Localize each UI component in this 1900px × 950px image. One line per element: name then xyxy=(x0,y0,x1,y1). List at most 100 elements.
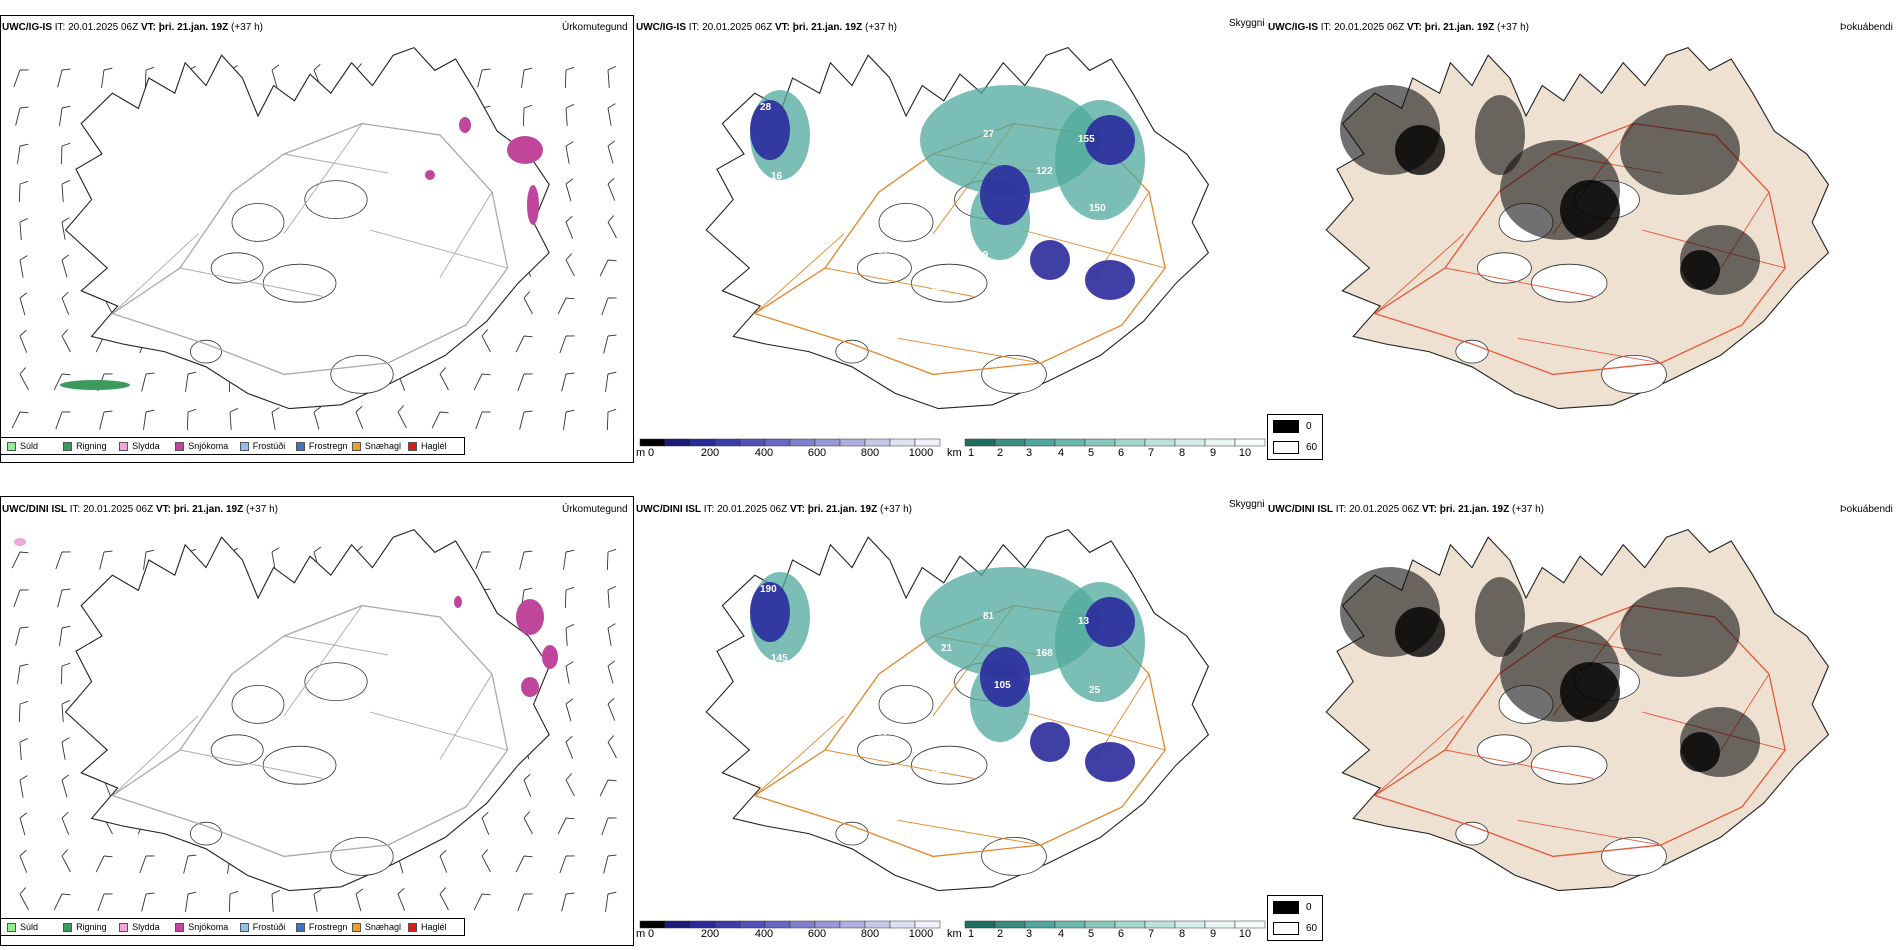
barb-flag xyxy=(61,291,69,299)
glacier-outline xyxy=(262,263,337,303)
barb-staff xyxy=(605,373,609,392)
barb-staff xyxy=(599,259,609,277)
init-time: IT: 20.01.2025 06Z xyxy=(688,22,773,33)
wind-barb xyxy=(19,292,28,316)
barb-staff xyxy=(13,589,21,608)
wind-barb xyxy=(601,817,617,836)
wind-barb xyxy=(61,217,70,240)
fog-value-light: 60 xyxy=(1306,442,1318,453)
barb-flag xyxy=(61,180,70,185)
barb-flag xyxy=(607,215,614,223)
cb-tick: 6 xyxy=(1117,447,1125,459)
glacier-outline xyxy=(210,734,264,766)
cb-tick: 7 xyxy=(1147,447,1155,459)
colorbar-step xyxy=(1084,438,1116,447)
precip-area xyxy=(1475,577,1525,657)
precip-area xyxy=(459,117,471,133)
colorbar-step xyxy=(689,920,716,929)
precip-area xyxy=(1085,742,1135,782)
barb-staff xyxy=(141,373,147,392)
cb-tick: 2 xyxy=(996,447,1004,459)
road xyxy=(1444,749,1594,779)
barb-flag xyxy=(565,178,574,185)
wind-barb xyxy=(101,67,113,88)
wind-barb xyxy=(481,849,491,873)
wind-barb xyxy=(565,773,575,797)
barb-staff xyxy=(313,893,318,912)
wind-barb xyxy=(606,408,617,431)
panel-title: UWC/IG-IS IT: 20.01.2025 06Z VT: þri. 21… xyxy=(1268,22,1529,33)
cb-tick: 9 xyxy=(1209,447,1217,459)
wind-barb xyxy=(61,180,70,202)
barb-staff xyxy=(19,259,24,278)
precip-area xyxy=(750,100,790,160)
barb-flag xyxy=(565,297,575,300)
barb-flag xyxy=(19,812,28,819)
wind-barb xyxy=(19,255,28,278)
barb-staff xyxy=(183,855,189,874)
wind-barb xyxy=(17,143,29,164)
barb-flag xyxy=(565,66,575,71)
barb-staff xyxy=(61,259,68,278)
glacier-outline xyxy=(189,821,222,846)
init-time: IT: 20.01.2025 06Z xyxy=(54,22,139,33)
legend-item: Frostregn xyxy=(295,922,352,932)
wind-barb xyxy=(55,411,71,430)
barb-staff xyxy=(473,893,483,911)
barb-flag xyxy=(397,405,404,413)
glacier-outline xyxy=(911,745,988,785)
colorbar-step xyxy=(689,438,716,447)
barb-flag xyxy=(523,335,533,338)
wind-barb xyxy=(607,140,616,164)
barb-staff xyxy=(565,107,568,126)
barb-staff xyxy=(607,627,612,646)
wind-barb xyxy=(271,407,280,430)
barb-staff xyxy=(565,741,574,759)
wind-barb xyxy=(313,406,322,430)
wind-barb xyxy=(57,68,71,88)
visibility-value: 27 xyxy=(983,129,995,140)
road xyxy=(851,673,880,713)
wind-barb xyxy=(603,854,617,874)
barb-flag xyxy=(355,888,364,895)
visibility-value: 13 xyxy=(1078,616,1090,627)
visibility-value: 30 xyxy=(813,621,825,632)
wind-barb xyxy=(53,373,71,391)
glacier-outline xyxy=(1530,263,1608,303)
colorbar-step xyxy=(789,920,816,929)
barb-staff xyxy=(481,817,490,835)
wind-barb xyxy=(99,410,113,430)
barb-flag xyxy=(565,735,573,743)
wind-barb xyxy=(607,215,617,239)
precip-area xyxy=(980,165,1030,225)
barb-flag xyxy=(439,367,446,375)
wind-barb xyxy=(13,69,29,88)
barb-flag xyxy=(565,855,575,857)
legend-item: Rigning xyxy=(63,922,119,932)
barb-flag xyxy=(61,700,70,705)
barb-staff xyxy=(95,855,105,873)
colorbar-km-ramp xyxy=(964,920,1266,929)
barb-staff xyxy=(515,335,525,353)
barb-staff xyxy=(15,627,21,646)
visibility-value: 29 xyxy=(813,139,825,150)
cb-tick: 9 xyxy=(1209,928,1217,940)
valid-time: þri. 21.jan. 19Z xyxy=(807,504,878,515)
wind-barb xyxy=(355,888,364,912)
barb-flag xyxy=(481,811,489,819)
fog-swatch-light xyxy=(1273,922,1299,935)
barb-flag xyxy=(607,66,616,71)
valid-label: VT: xyxy=(1421,504,1437,515)
fog-swatch-light xyxy=(1273,441,1299,454)
barb-flag xyxy=(61,625,71,629)
barb-staff xyxy=(143,411,147,430)
precip-area xyxy=(1560,180,1620,240)
wind-barb xyxy=(439,367,449,391)
barb-staff xyxy=(17,665,21,684)
colorbar-step xyxy=(814,438,841,447)
wind-barb xyxy=(57,588,71,608)
visibility-value: 20 xyxy=(782,722,794,733)
wind-barb xyxy=(523,773,532,797)
barb-flag xyxy=(565,892,575,895)
glacier-outline xyxy=(857,734,912,766)
